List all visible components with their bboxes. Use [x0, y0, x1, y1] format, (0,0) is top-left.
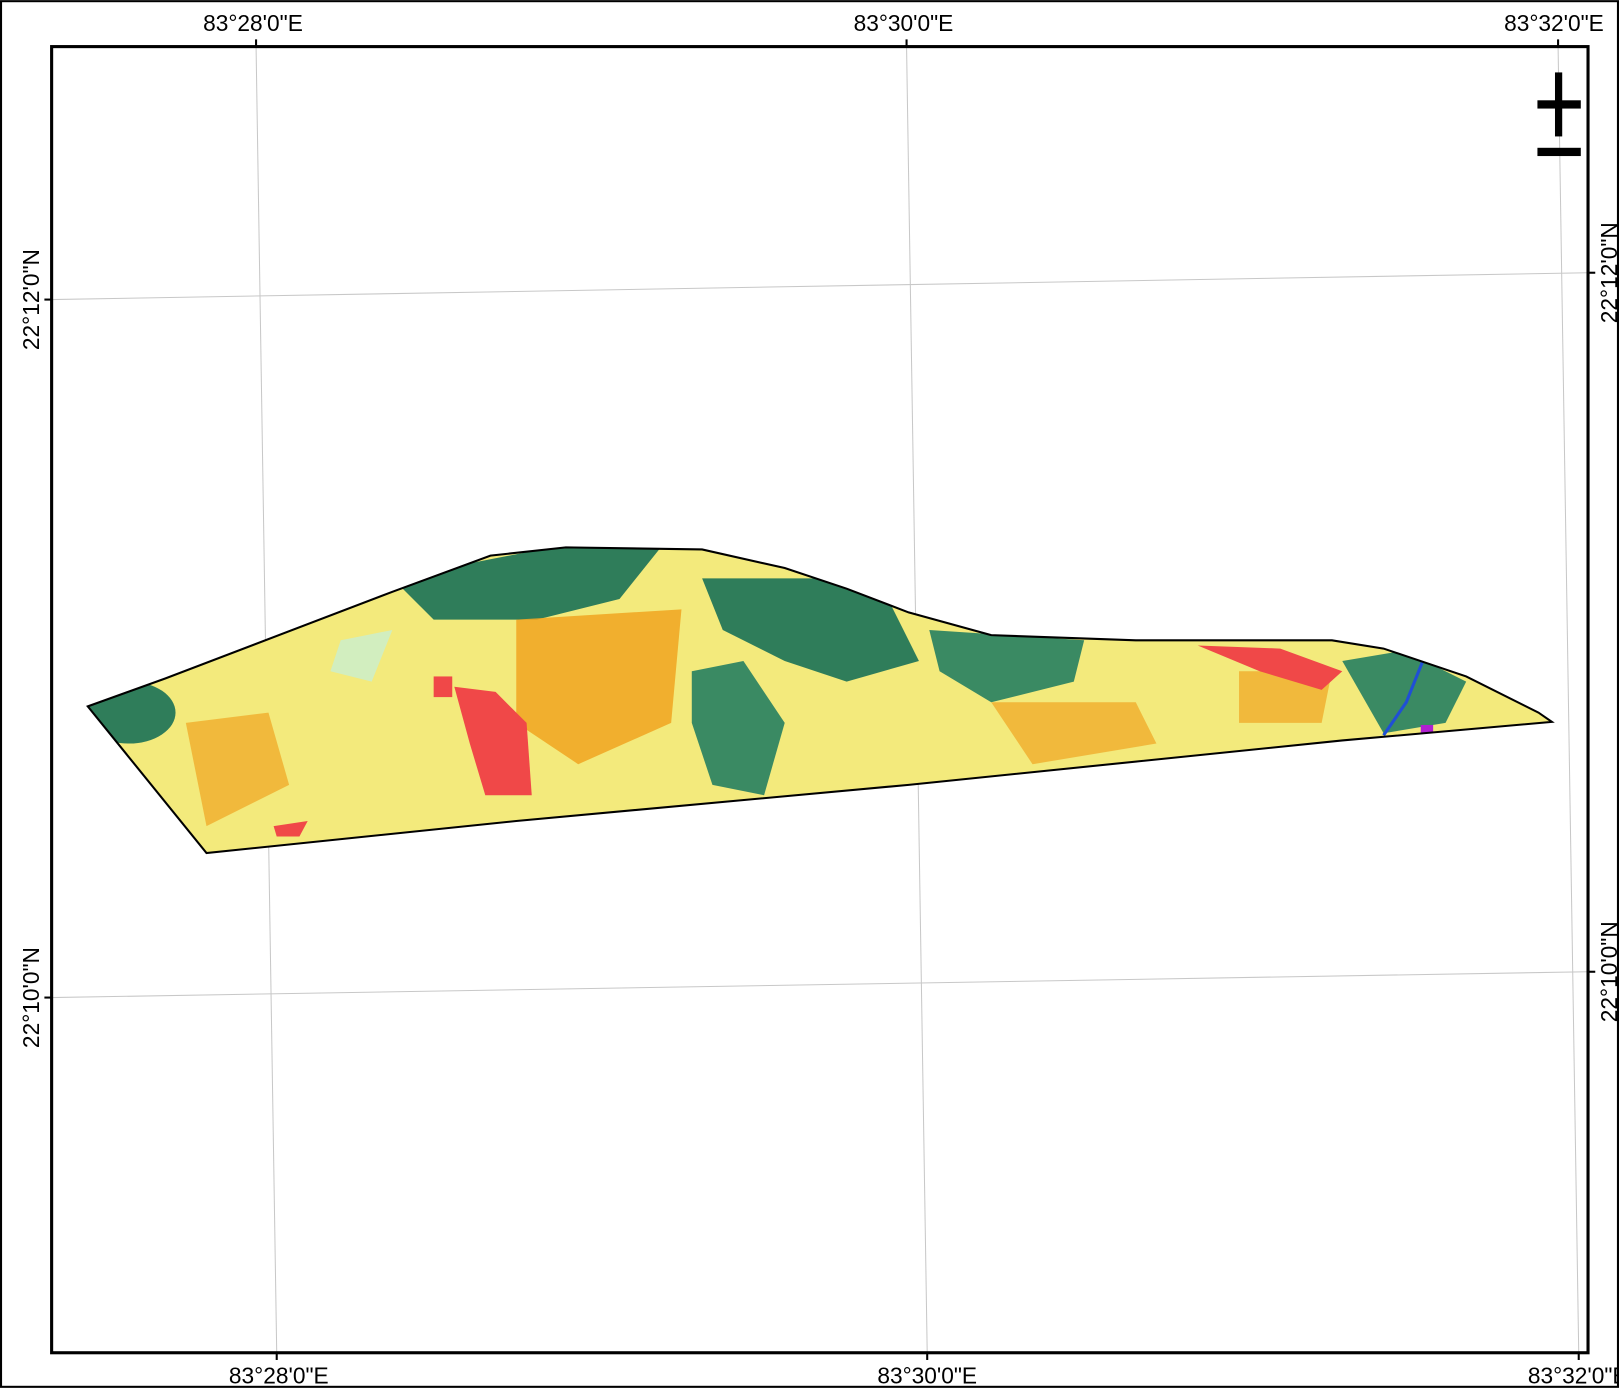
bottom-label: 83°28'0"E: [229, 1363, 329, 1388]
top-label: 83°30'0"E: [854, 10, 954, 36]
bottom-label: 83°32'0"E: [1528, 1363, 1619, 1388]
top-label: 83°32'0"E: [1504, 10, 1604, 36]
left-label: 22°12'0"N: [18, 249, 44, 350]
right-label: 22°12'0"N: [1596, 222, 1619, 323]
top-label: 83°28'0"E: [203, 10, 303, 36]
left-label: 22°10'0"N: [18, 947, 44, 1048]
bottom-label: 83°30'0"E: [877, 1363, 977, 1388]
map: 83°28'0"E 83°30'0"E 83°32'0"E 83°28'0"E …: [0, 0, 1619, 1388]
right-label: 22°10'0"N: [1596, 921, 1619, 1022]
